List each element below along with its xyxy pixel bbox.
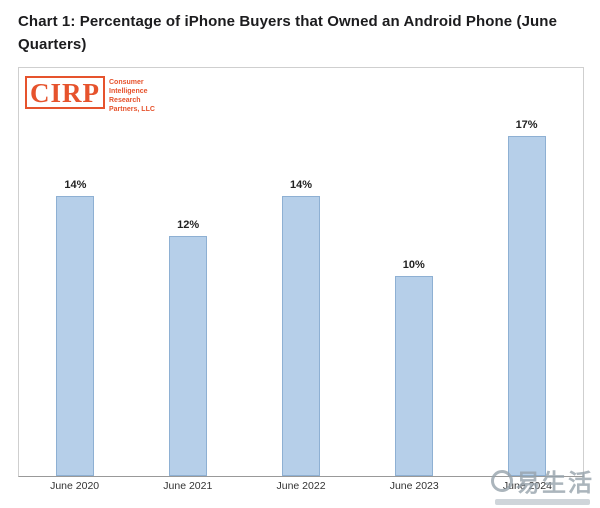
bar (507, 135, 546, 476)
watermark: 易生活 (491, 463, 594, 508)
bar (169, 235, 208, 476)
bar-column: 12% (132, 219, 245, 476)
bar-value-label: 17% (515, 118, 538, 131)
watermark-subtext-placeholder (495, 499, 590, 505)
bar (281, 195, 320, 476)
watermark-logo-icon (491, 469, 513, 492)
bar-column: 14% (19, 179, 132, 476)
bar-value-label: 14% (289, 178, 312, 191)
bar-column: 17% (470, 119, 583, 476)
cirp-logo-subtitle: Consumer Intelligence Research Partners,… (109, 76, 155, 114)
x-axis-label: June 2022 (276, 479, 326, 492)
watermark-row: 易生活 (491, 463, 594, 498)
watermark-text: 易生活 (516, 469, 594, 497)
bar-value-label: 14% (64, 178, 87, 191)
x-axis-labels: June 2020 June 2021 June 2022 June 2023 June… (18, 480, 584, 492)
logo-line: Consumer (109, 78, 144, 86)
chart-panel: CIRP Consumer Intelligence Research Part… (18, 66, 584, 477)
cirp-logo-acronym: CIRP (25, 75, 105, 109)
bar-column: 10% (357, 259, 470, 476)
x-axis-label: June 2020 (50, 479, 100, 492)
x-axis-label: June 2021 (163, 479, 213, 492)
bar (56, 195, 95, 476)
bar-column: 14% (245, 179, 358, 476)
x-axis-label: June 2023 (389, 479, 439, 492)
bar (394, 275, 433, 476)
logo-line: Research (109, 96, 141, 104)
bar-value-label: 10% (402, 258, 425, 271)
cirp-logo: CIRP Consumer Intelligence Research Part… (25, 75, 155, 114)
logo-line: Intelligence (109, 87, 148, 95)
plot-area: 14% 12% 14% 10% 17% (19, 68, 583, 476)
bar-value-label: 12% (177, 218, 200, 231)
logo-line: Partners, LLC (109, 105, 155, 113)
x-axis-label: June 2024 (502, 479, 552, 492)
chart-title: Chart 1: Percentage of iPhone Buyers tha… (18, 13, 558, 54)
